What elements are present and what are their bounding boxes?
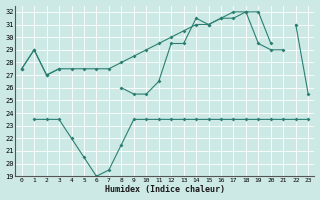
X-axis label: Humidex (Indice chaleur): Humidex (Indice chaleur) xyxy=(105,185,225,194)
